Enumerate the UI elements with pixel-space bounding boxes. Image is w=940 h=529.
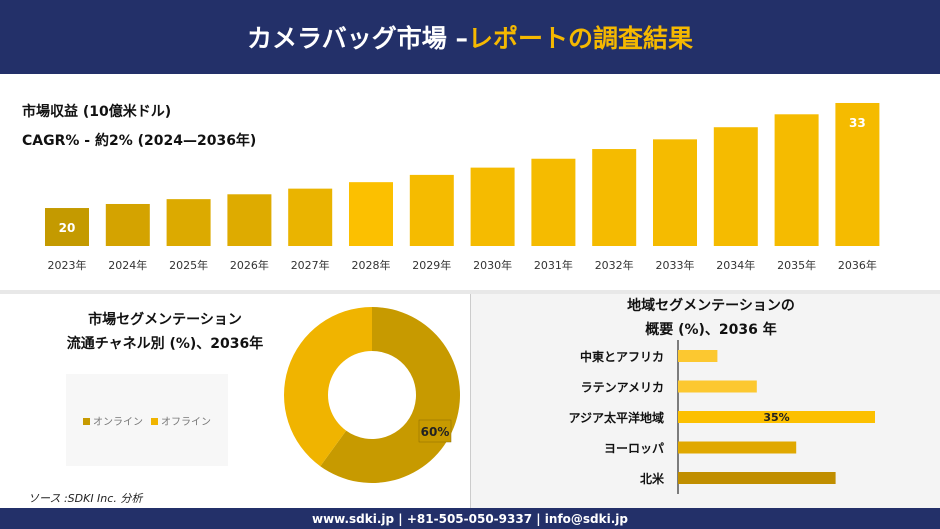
revenue-bar [288, 188, 333, 246]
category-label: 北米 [640, 471, 665, 486]
region-bar [678, 411, 875, 423]
region-segment-panel: 地域セグメンテーションの 概要 (%)、2036 年 中東とアフリカ ラテンアメリカ… [470, 294, 940, 508]
region-bar [678, 441, 797, 454]
legend-item-offline: オフライン [151, 413, 211, 428]
donut-slice-offline [284, 307, 372, 467]
x-tick-label: 2030年 [473, 258, 512, 272]
divider [0, 290, 940, 294]
x-tick-label: 2026年 [230, 258, 269, 272]
footer-contact: www.sdki.jp | +81-505-050-9337 | info@sd… [0, 508, 940, 529]
source-note: ソース :SDKI Inc. 分析 [28, 492, 143, 505]
channel-donut-chart: 60% [284, 307, 461, 483]
cagr-label: CAGR% - 約2% (2024—2036年) [22, 133, 257, 149]
revenue-bar [227, 194, 272, 246]
x-tick-label: 2036年 [838, 258, 877, 272]
segment-title: 市場セグメンテーション 流通チャネル別 (%)、2036年 [66, 312, 264, 352]
revenue-bar [166, 199, 211, 246]
revenue-bar [105, 203, 150, 246]
data-label: 35% [763, 411, 789, 424]
legend-item-online: オンライン [83, 413, 143, 428]
x-tick-label: 2027年 [291, 258, 330, 272]
revenue-bar [592, 149, 637, 246]
x-tick-label: 2033年 [656, 258, 695, 272]
category-label: 中東とアフリカ [580, 349, 664, 364]
revenue-label: 市場収益 (10億米ドル) [22, 104, 172, 120]
data-label: 33 [849, 116, 866, 130]
data-label: 60% [421, 425, 450, 439]
region-bar [678, 380, 757, 393]
x-tick-label: 2025年 [169, 258, 208, 272]
revenue-bar [531, 158, 576, 246]
category-label: ヨーロッパ [604, 442, 664, 456]
region-bar [678, 350, 718, 362]
revenue-panel: 市場収益 (10億米ドル) CAGR% - 約2% (2024—2036年) 2… [0, 74, 940, 290]
revenue-bar [653, 139, 697, 246]
page-title: カメラバッグ市場 – [247, 24, 468, 53]
data-label: 20 [59, 221, 76, 235]
revenue-bar-chart: 2023年 20 2024年 2025年 2026年 2027年 2028年 2029年 203… [45, 102, 880, 272]
region-bar [678, 472, 836, 484]
donut-legend: オンライン オフライン [66, 374, 228, 466]
revenue-bar [774, 114, 819, 246]
x-tick-label: 2031年 [534, 258, 573, 272]
revenue-bar [45, 208, 89, 246]
revenue-bar [470, 167, 515, 246]
category-label: ラテンアメリカ [581, 381, 664, 395]
revenue-bar [835, 102, 880, 246]
x-tick-label: 2029年 [412, 258, 451, 272]
page-title-accent: レポートの調査結果 [467, 24, 693, 53]
header-banner: カメラバッグ市場 – レポートの調査結果 [0, 0, 940, 74]
revenue-bar [409, 174, 454, 246]
x-tick-label: 2028年 [352, 258, 391, 272]
data-label-box [418, 419, 452, 443]
x-tick-label: 2024年 [108, 258, 147, 272]
x-tick-label: 2035年 [777, 258, 816, 272]
revenue-bar [713, 127, 758, 246]
category-label: アジア太平洋地域 [568, 410, 664, 425]
x-tick-label: 2032年 [595, 258, 634, 272]
x-tick-label: 2023年 [48, 258, 87, 272]
channel-segment-panel: 市場セグメンテーション 流通チャネル別 (%)、2036年 オンライン オフライン… [0, 294, 470, 508]
x-tick-label: 2034年 [716, 258, 755, 272]
revenue-bar [349, 182, 393, 246]
region-title: 地域セグメンテーションの 概要 (%)、2036 年 [627, 298, 795, 338]
